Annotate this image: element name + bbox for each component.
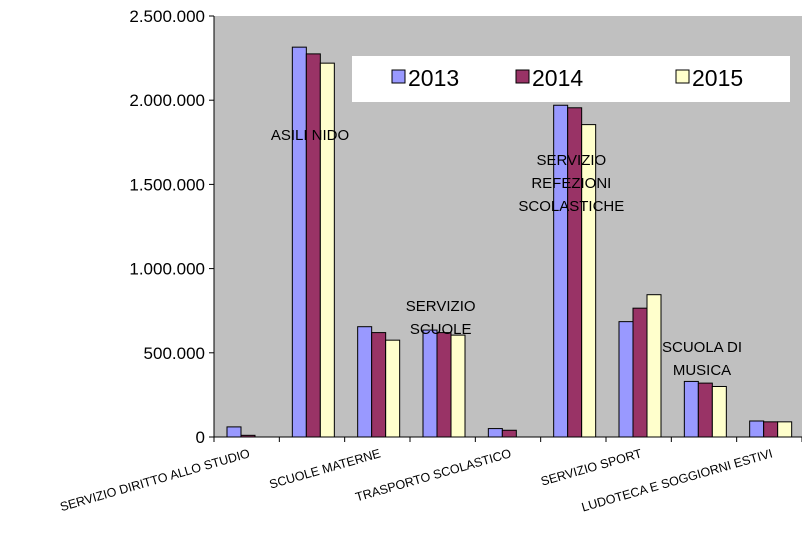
bar-2013-4 bbox=[487, 428, 503, 438]
bar-2014-1 bbox=[305, 53, 321, 438]
bar-2013-1 bbox=[291, 46, 307, 438]
y-tick-label-4: 2.000.000 bbox=[129, 91, 205, 110]
axes-layer bbox=[209, 15, 802, 442]
annotation-7-0: SCUOLA DI bbox=[662, 339, 742, 356]
y-tick-label-1: 500.000 bbox=[144, 344, 205, 363]
bar-2013-2 bbox=[357, 326, 373, 438]
y-tick-label-5: 2.500.000 bbox=[129, 7, 205, 26]
legend-label-2015: 2015 bbox=[692, 65, 743, 91]
x-tick-label-0: SERVIZIO DIRITTO ALLO STUDIO bbox=[58, 446, 251, 514]
legend-swatch-2015 bbox=[675, 69, 690, 84]
x-tick-labels: SERVIZIO DIRITTO ALLO STUDIO SCUOLE MATER… bbox=[58, 446, 774, 514]
bar-2014-3 bbox=[436, 332, 452, 438]
bar-2014-6 bbox=[632, 307, 648, 438]
annotations-layer: ASILI NIDO SERVIZIO SCUOLE SERVIZIO REFEZION… bbox=[271, 127, 742, 379]
bar-2014-4 bbox=[501, 429, 517, 438]
y-tick-label-0: 0 bbox=[196, 428, 205, 447]
annotation-5-0: SERVIZIO bbox=[536, 152, 606, 169]
y-tick-labels: 0 500.000 1.000.000 1.500.000 2.000.000 2.500… bbox=[129, 7, 205, 447]
bar-2015-5 bbox=[581, 124, 597, 438]
legend-swatch-2014 bbox=[515, 69, 530, 84]
legend-label-2014: 2014 bbox=[532, 65, 583, 91]
annotation-7-1: MUSICA bbox=[673, 362, 731, 379]
bar-2015-2 bbox=[385, 339, 401, 438]
legend-box bbox=[352, 56, 790, 102]
annotation-5-2: SCOLASTICHE bbox=[518, 198, 624, 215]
y-tick-label-3: 1.500.000 bbox=[129, 175, 205, 194]
bar-2015-6 bbox=[646, 294, 662, 438]
bar-2015-7 bbox=[711, 385, 727, 438]
annotation-3-1: SCUOLE bbox=[410, 321, 472, 338]
annotation-3-0: SERVIZIO bbox=[406, 298, 476, 315]
bar-2014-8 bbox=[763, 421, 779, 438]
legend-label-2013: 2013 bbox=[408, 65, 459, 91]
x-tick-label-2: SCUOLE MATERNE bbox=[268, 446, 382, 491]
bar-2014-2 bbox=[371, 332, 387, 438]
bar-2015-3 bbox=[450, 334, 466, 438]
bar-2013-6 bbox=[618, 321, 634, 438]
annotation-5-1: REFEZIONI bbox=[531, 175, 611, 192]
x-tick-label-6: SERVIZIO SPORT bbox=[539, 446, 644, 488]
bars-layer bbox=[226, 46, 793, 438]
bar-2013-3 bbox=[422, 329, 438, 438]
y-tick-label-2: 1.000.000 bbox=[129, 260, 205, 279]
bar-2015-1 bbox=[319, 62, 335, 438]
bar-2013-0 bbox=[226, 426, 242, 438]
bar-2014-7 bbox=[697, 382, 713, 438]
annotation-1-0: ASILI NIDO bbox=[271, 127, 349, 144]
legend: 2013 2014 2015 bbox=[352, 56, 790, 102]
bar-2015-8 bbox=[777, 421, 793, 438]
bar-2013-8 bbox=[749, 420, 765, 438]
legend-swatch-2013 bbox=[391, 69, 406, 84]
bar-2013-7 bbox=[683, 380, 699, 438]
